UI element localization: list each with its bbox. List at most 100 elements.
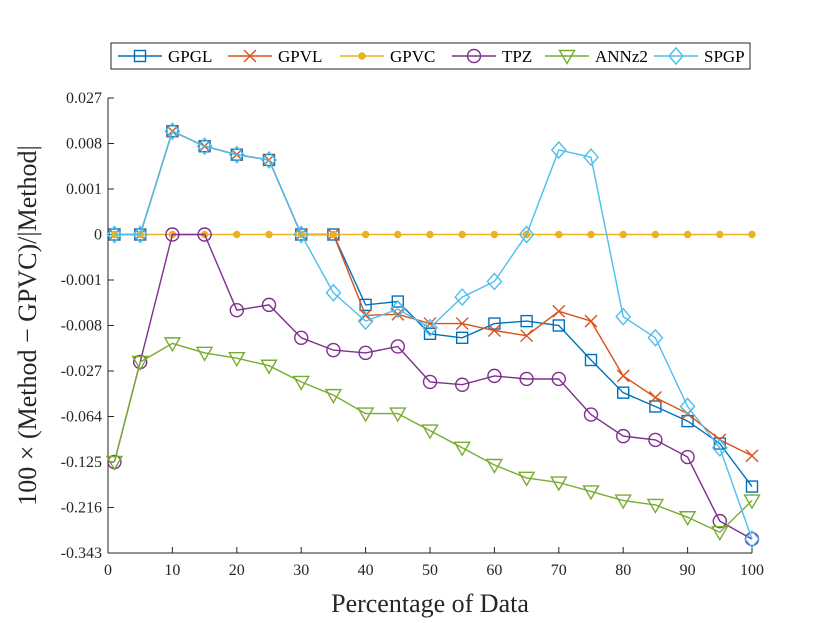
y-tick-label: 0.027 bbox=[66, 90, 102, 107]
data-point-annz2 bbox=[678, 511, 697, 527]
legend-item-gpgl: GPGL bbox=[118, 47, 212, 66]
data-point-tpz bbox=[390, 339, 405, 354]
x-tick-label: 10 bbox=[164, 562, 180, 579]
data-point-spgp bbox=[583, 148, 599, 167]
data-point-spgp bbox=[196, 137, 213, 156]
y-tick-label: 0 bbox=[94, 227, 102, 244]
data-point-gpvl bbox=[648, 391, 662, 405]
data-point-annz2 bbox=[421, 424, 439, 440]
data-point-gpgl bbox=[456, 331, 469, 344]
x-axis-title: Percentage of Data bbox=[331, 589, 529, 618]
data-point-tpz bbox=[229, 302, 245, 318]
data-point-tpz bbox=[680, 449, 695, 465]
data-point-tpz bbox=[261, 297, 277, 313]
y-tick-label: -0.343 bbox=[61, 545, 102, 562]
x-tick-label: 50 bbox=[422, 562, 438, 579]
data-point-spgp bbox=[518, 225, 535, 244]
legend-marker-tpz bbox=[466, 48, 482, 64]
legend-marker-spgp bbox=[668, 46, 684, 66]
data-point-gpgl bbox=[262, 153, 276, 167]
data-point-gpvc bbox=[587, 230, 595, 239]
y-axis-title: 100 × (Method − GPVC)/|Method| bbox=[13, 145, 42, 505]
series-annz2 bbox=[105, 337, 761, 542]
data-point-gpgl bbox=[391, 295, 404, 308]
data-point-gpvl bbox=[745, 449, 759, 463]
data-point-annz2 bbox=[389, 407, 407, 423]
data-point-annz2 bbox=[453, 441, 471, 457]
data-point-annz2 bbox=[550, 476, 568, 492]
data-point-gpvl bbox=[455, 317, 469, 331]
data-point-tpz bbox=[616, 428, 631, 444]
data-point-annz2 bbox=[195, 346, 214, 362]
series-layer bbox=[105, 122, 761, 549]
data-point-gpvl bbox=[552, 304, 566, 318]
data-point-gpgl bbox=[520, 314, 533, 328]
data-point-gpvl bbox=[520, 329, 534, 343]
data-point-gpgl bbox=[198, 140, 211, 153]
data-point-spgp bbox=[261, 150, 277, 170]
legend-marker-annz2 bbox=[558, 49, 576, 65]
data-point-tpz bbox=[712, 513, 727, 529]
data-point-tpz bbox=[455, 377, 470, 392]
data-point-annz2 bbox=[485, 458, 504, 474]
legend: GPGL GPVL GPVC TPZ ANNz2 SPGP bbox=[110, 42, 751, 70]
data-point-gpvc bbox=[426, 230, 434, 239]
x-tick-label: 30 bbox=[293, 562, 309, 579]
legend-item-gpvl: GPVL bbox=[228, 47, 322, 66]
data-point-gpgl bbox=[649, 400, 662, 413]
legend-label-gpvl: GPVL bbox=[278, 47, 322, 66]
data-point-gpvl bbox=[616, 369, 630, 383]
x-tick-label: 80 bbox=[615, 562, 631, 579]
data-point-gpvl bbox=[487, 324, 501, 338]
legend-item-gpvc: GPVC bbox=[340, 47, 435, 66]
data-point-gpgl bbox=[488, 317, 501, 330]
data-point-gpgl bbox=[681, 414, 694, 428]
data-point-gpvl bbox=[584, 314, 598, 328]
data-point-gpvc bbox=[329, 230, 338, 239]
data-point-tpz bbox=[648, 432, 663, 448]
y-tick-label: -0.216 bbox=[61, 500, 102, 517]
data-point-gpgl bbox=[745, 480, 759, 493]
y-tick-label: -0.027 bbox=[61, 363, 102, 380]
data-point-spgp bbox=[486, 272, 503, 291]
data-point-tpz bbox=[519, 371, 534, 387]
data-point-gpvc bbox=[361, 230, 370, 239]
data-point-annz2 bbox=[260, 359, 278, 375]
data-point-annz2 bbox=[105, 455, 124, 471]
data-point-spgp bbox=[422, 318, 438, 337]
legend-label-gpvc: GPVC bbox=[390, 47, 435, 66]
legend-label-spgp: SPGP bbox=[704, 47, 745, 66]
x-tick-label: 70 bbox=[551, 562, 567, 579]
data-point-gpvc bbox=[716, 230, 724, 239]
data-point-annz2 bbox=[324, 388, 343, 405]
data-point-tpz bbox=[583, 407, 599, 422]
data-point-spgp bbox=[744, 530, 760, 549]
data-point-tpz bbox=[326, 342, 341, 358]
legend-box bbox=[110, 42, 751, 70]
x-tick-label: 90 bbox=[680, 562, 696, 579]
series-gpvc bbox=[110, 230, 756, 239]
legend-item-spgp: SPGP bbox=[654, 46, 745, 66]
data-point-gpvc bbox=[265, 230, 273, 239]
data-point-spgp bbox=[454, 288, 471, 307]
y-tick-label: -0.125 bbox=[61, 454, 102, 471]
legend-marker-gpgl bbox=[133, 49, 147, 63]
data-point-gpvc bbox=[651, 230, 660, 239]
data-point-gpgl bbox=[584, 353, 598, 367]
x-tick-label: 100 bbox=[740, 562, 764, 579]
data-point-gpvc bbox=[748, 230, 756, 239]
legend-label-gpgl: GPGL bbox=[168, 47, 212, 66]
data-point-annz2 bbox=[228, 352, 246, 368]
legend-label-annz2: ANNz2 bbox=[595, 47, 648, 66]
data-point-spgp bbox=[389, 299, 406, 319]
data-point-tpz bbox=[197, 227, 212, 242]
y-tick-label: -0.064 bbox=[61, 409, 102, 426]
series-spgp bbox=[106, 122, 760, 549]
data-point-spgp bbox=[550, 140, 567, 160]
data-point-gpvc bbox=[394, 230, 402, 239]
data-point-annz2 bbox=[743, 494, 761, 510]
data-point-spgp bbox=[711, 438, 728, 457]
data-point-spgp bbox=[325, 283, 342, 302]
data-point-gpgl bbox=[552, 319, 565, 332]
